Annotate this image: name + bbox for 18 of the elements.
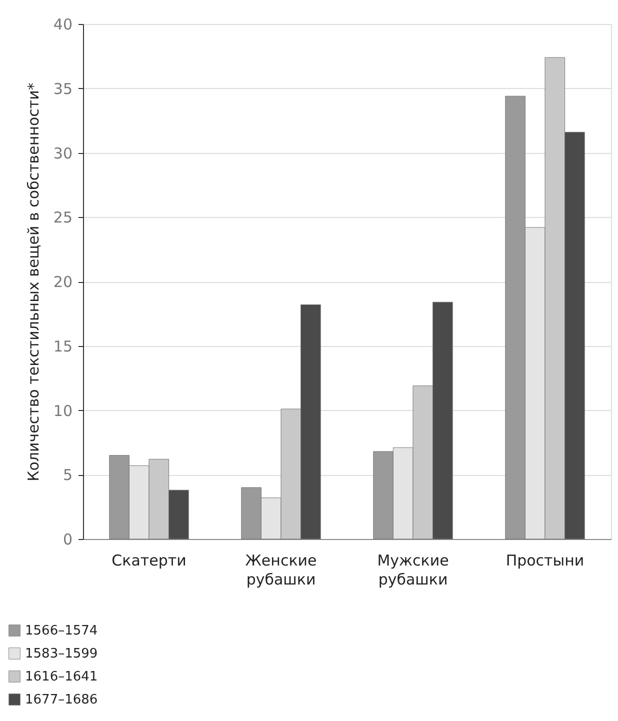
y-tick-label: 30 bbox=[53, 144, 72, 162]
y-tick-label: 25 bbox=[53, 208, 72, 227]
y-tick-label: 15 bbox=[53, 337, 72, 356]
y-tick-label: 35 bbox=[53, 80, 72, 98]
legend-label: 1566–1574 bbox=[25, 624, 98, 638]
y-tick-label: 20 bbox=[53, 273, 72, 291]
y-tick-label: 40 bbox=[53, 16, 72, 34]
y-axis-title: Количество текстильных вещей в собственности* bbox=[24, 82, 42, 482]
y-tick-label: 0 bbox=[62, 530, 72, 548]
x-tick-label: Мужские рубашки bbox=[377, 552, 449, 588]
y-tick-label: 5 bbox=[62, 466, 72, 484]
legend-label: 1677–1686 bbox=[25, 692, 98, 708]
x-tick-label: Женские рубашки bbox=[245, 552, 317, 588]
y-tick-label: 10 bbox=[53, 402, 72, 420]
x-tick-label: Скатерти bbox=[112, 552, 186, 570]
x-tick-label: Простыни bbox=[506, 552, 584, 570]
legend-label: 1616–1641 bbox=[25, 670, 98, 684]
legend-label: 1583–1599 bbox=[25, 646, 98, 662]
